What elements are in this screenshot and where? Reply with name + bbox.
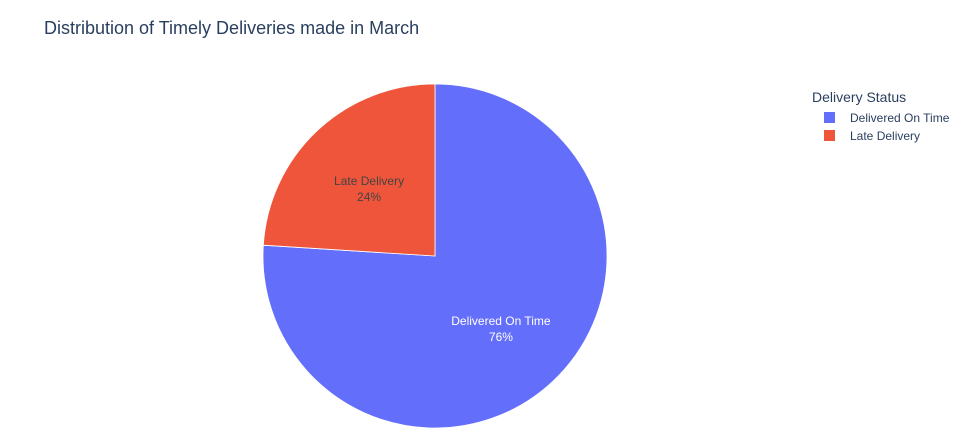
legend-entry-label[interactable]: Delivered On Time: [850, 111, 950, 125]
legend-entry-label[interactable]: Late Delivery: [850, 129, 920, 143]
legend-swatch[interactable]: [824, 130, 835, 141]
legend: Delivery Status Delivered On Time Late De…: [812, 89, 950, 143]
pie: Delivered On Time 76% Late Delivery 24%: [262, 83, 608, 429]
legend-swatch[interactable]: [824, 112, 835, 123]
slice-label: Late Delivery: [334, 174, 404, 188]
slice-percent-label: 24%: [357, 190, 381, 204]
pie-slice-late-delivery[interactable]: [262, 83, 436, 257]
chart-title: Distribution of Timely Deliveries made i…: [44, 18, 419, 38]
legend-items: Delivered On Time Late Delivery: [824, 111, 950, 143]
legend-title: Delivery Status: [812, 89, 906, 105]
slice-label: Delivered On Time: [451, 314, 551, 328]
slice-percent-label: 76%: [489, 330, 513, 344]
